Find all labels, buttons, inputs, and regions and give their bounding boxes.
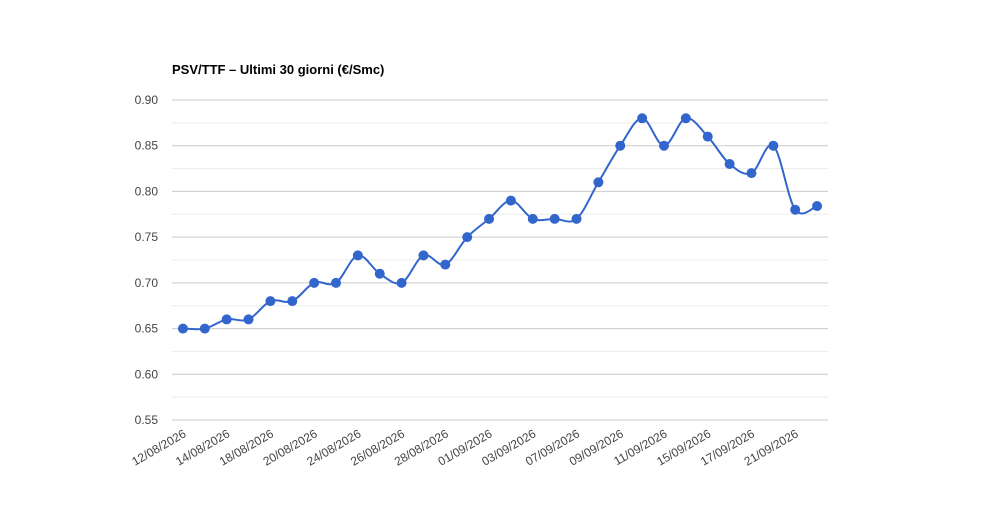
point	[790, 204, 801, 215]
point	[287, 296, 298, 307]
point	[418, 250, 429, 261]
point	[221, 314, 232, 325]
line	[182, 117, 818, 331]
point	[505, 195, 516, 206]
point	[812, 201, 823, 212]
y-tick-label: 0.80	[135, 184, 159, 198]
point	[484, 213, 495, 224]
point	[396, 277, 407, 288]
point	[659, 140, 669, 151]
point	[527, 213, 538, 224]
point	[571, 213, 582, 224]
point	[593, 177, 604, 188]
point	[177, 323, 188, 334]
point	[309, 277, 320, 288]
y-tick-label: 0.90	[135, 93, 159, 107]
point	[702, 131, 713, 142]
y-tick-label: 0.65	[135, 322, 159, 336]
point	[243, 314, 254, 325]
point	[680, 113, 691, 124]
y-tick-label: 0.75	[135, 230, 159, 244]
point	[462, 232, 473, 243]
point	[440, 259, 451, 270]
y-tick-label: 0.70	[135, 276, 159, 290]
point	[265, 296, 276, 307]
y-tick-label: 0.85	[135, 139, 159, 153]
point	[331, 277, 341, 288]
y-tick-label: 0.60	[135, 367, 159, 381]
point	[724, 159, 735, 169]
point	[746, 168, 757, 179]
point	[615, 140, 626, 151]
point	[637, 113, 648, 124]
point	[549, 213, 560, 224]
point	[352, 250, 363, 261]
point	[768, 140, 779, 151]
chart-title: PSV/TTF – Ultimi 30 giorni (€/Smc)	[172, 62, 384, 77]
y-tick-label: 0.55	[135, 413, 159, 427]
point	[199, 323, 210, 334]
point	[374, 268, 385, 279]
